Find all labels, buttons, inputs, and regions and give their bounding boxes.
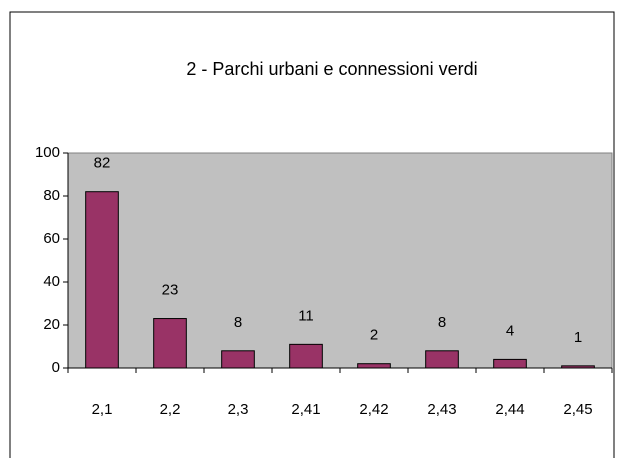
x-tick-label: 2,45: [563, 401, 592, 418]
bar: [561, 365, 595, 369]
bar: [425, 350, 459, 369]
data-label: 1: [574, 329, 582, 346]
chart-title: 2 - Parchi urbani e connessioni verdi: [186, 59, 477, 79]
y-tick-label: 20: [43, 316, 60, 333]
x-tick-label: 2,2: [160, 401, 181, 418]
bar: [85, 191, 119, 369]
data-label: 2: [370, 327, 378, 344]
data-label: 11: [298, 307, 314, 324]
data-label: 8: [234, 314, 242, 331]
bar: [357, 363, 391, 369]
x-tick-label: 2,1: [92, 401, 113, 418]
bar: [493, 358, 527, 369]
y-tick-label: 0: [52, 359, 60, 376]
data-label: 4: [506, 322, 514, 339]
y-tick-label: 40: [43, 273, 60, 290]
bar: [153, 318, 187, 369]
bar: [221, 350, 255, 369]
data-label: 23: [162, 282, 179, 299]
x-tick-label: 2,41: [291, 401, 320, 418]
x-tick-label: 2,3: [228, 401, 249, 418]
y-tick-label: 80: [43, 187, 60, 204]
y-tick-label: 100: [35, 144, 60, 161]
y-tick-label: 60: [43, 230, 60, 247]
data-label: 82: [94, 155, 111, 172]
data-label: 8: [438, 314, 446, 331]
x-tick-label: 2,43: [427, 401, 456, 418]
plot-area: [67, 152, 613, 369]
x-tick-label: 2,42: [359, 401, 388, 418]
x-tick-label: 2,44: [495, 401, 524, 418]
bar: [289, 343, 323, 369]
